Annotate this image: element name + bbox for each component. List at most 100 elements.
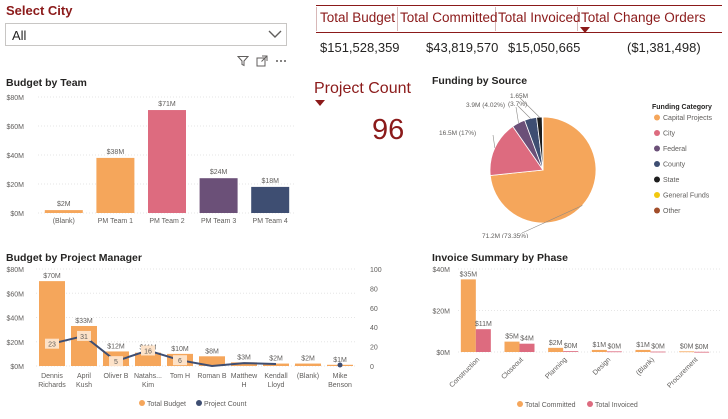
data-label: $4M: [520, 336, 534, 343]
more-options-icon[interactable]: [275, 55, 287, 67]
data-label: 16.5M (17%): [439, 130, 476, 137]
data-label: $18M: [261, 178, 279, 185]
data-label-box: [173, 355, 187, 366]
leader-line: [519, 97, 540, 118]
data-label: 5: [114, 359, 118, 366]
data-label: $35M: [460, 271, 478, 278]
data-label: 23: [48, 342, 56, 349]
y-tick-label: $0M: [10, 364, 24, 371]
kpi-separator: [397, 7, 398, 31]
select-city-title: Select City: [6, 3, 73, 18]
data-label: 31: [80, 334, 88, 341]
funding-by-source-title: Funding by Source: [432, 75, 528, 87]
data-label: 16: [144, 348, 152, 355]
kpi-separator: [495, 7, 496, 31]
y2-tick-label: 80: [370, 286, 378, 293]
legend-title: Funding Category: [652, 104, 712, 111]
x-tick-label: Kim: [142, 382, 154, 389]
x-tick-label: April: [77, 373, 91, 380]
chevron-down-icon[interactable]: [267, 25, 283, 43]
data-label-box: [109, 356, 123, 367]
x-tick-label: Procurement: [666, 356, 699, 389]
x-tick-label: Richards: [38, 382, 66, 389]
bar: [39, 281, 65, 366]
data-label: $24M: [210, 169, 228, 176]
kpi-header-total-change-orders[interactable]: Total Change Orders: [581, 10, 706, 25]
x-tick-label: H: [241, 382, 246, 389]
data-label: $33M: [75, 318, 93, 325]
data-label-box: [77, 330, 91, 341]
legend-item: Project Count: [204, 401, 246, 408]
y-tick-label: $0M: [10, 211, 24, 218]
data-label: $0M: [680, 343, 694, 350]
data-label: $0M: [651, 344, 665, 351]
legend-marker: [517, 401, 523, 407]
data-label: $8M: [205, 348, 219, 355]
bar: [263, 363, 289, 366]
leader-line: [517, 105, 531, 119]
data-label-box: [141, 345, 155, 356]
data-label: $12M: [107, 343, 125, 350]
x-tick-label: (Blank): [635, 356, 656, 377]
legend-item: City: [663, 131, 676, 138]
kpi-header-total-budget[interactable]: Total Budget: [320, 10, 396, 25]
data-label: $11M: [475, 321, 492, 328]
x-tick-label: Mike: [333, 373, 348, 380]
legend-marker: [654, 114, 660, 121]
y-tick-label: $80M: [6, 95, 24, 102]
data-label: 3.9M (4.02%): [466, 102, 505, 109]
x-tick-label: Matthew: [231, 373, 258, 380]
kpi-header-total-invoiced[interactable]: Total Invoiced: [498, 10, 581, 25]
project-count-value: 96: [372, 114, 405, 146]
data-label: 6: [178, 358, 182, 365]
y-tick-label: $20M: [432, 309, 450, 316]
kpi-separator: [316, 7, 317, 31]
data-label: $1M: [636, 342, 650, 349]
x-tick-label: Oliver B: [104, 373, 129, 380]
kpi-separator: [577, 7, 578, 31]
budget-by-pm-title: Budget by Project Manager: [6, 252, 142, 264]
funding-by-source-chart: 71.2M (73.35%) 16.5M (17%) 3.9M (4.02%) (3.…: [439, 93, 713, 238]
bar: [591, 349, 607, 352]
y-tick-label: $60M: [6, 124, 24, 131]
kpi-value-total-invoiced: $15,050,665: [508, 40, 581, 55]
y-tick-label: $40M: [6, 316, 24, 323]
y-tick-label: $60M: [6, 291, 24, 298]
bar: [44, 210, 83, 213]
y-tick-label: $40M: [6, 153, 24, 160]
sort-descending-icon: [580, 27, 590, 33]
legend-item: Total Invoiced: [595, 402, 638, 409]
city-dropdown[interactable]: All: [5, 23, 287, 46]
focus-mode-icon[interactable]: [256, 55, 268, 67]
card-marker-icon: [315, 100, 325, 106]
legend-marker: [654, 207, 660, 214]
y2-tick-label: 60: [370, 306, 378, 313]
data-label: $0M: [695, 344, 709, 351]
bar: [199, 356, 225, 366]
data-label: $2M: [57, 201, 71, 208]
data-label: $70M: [43, 273, 61, 280]
bar: [548, 347, 564, 352]
legend-item: County: [663, 162, 686, 169]
invoice-summary-title: Invoice Summary by Phase: [432, 252, 568, 264]
bar: [96, 157, 135, 213]
data-label: $3M: [237, 354, 251, 361]
x-tick-label: (Blank): [53, 218, 75, 225]
bar: [504, 341, 520, 352]
budget-by-pm-chart: $0M $20M $40M $60M $80M 0 20 40 60 80 100 $70M Denni…: [6, 267, 381, 408]
legend-item: General Funds: [663, 193, 710, 200]
x-tick-label: Planning: [544, 356, 568, 380]
filter-icon[interactable]: [237, 55, 249, 67]
bar: [199, 178, 238, 213]
bar: [135, 352, 161, 366]
data-label: $10M: [171, 346, 189, 353]
kpi-top-border: [316, 5, 722, 6]
y-tick-label: $20M: [6, 182, 24, 189]
kpi-header-total-committed[interactable]: Total Committed: [400, 10, 498, 25]
x-tick-label: Design: [592, 356, 612, 376]
x-tick-label: Kendall: [264, 373, 288, 380]
bar: [251, 186, 290, 213]
leader-line: [521, 205, 583, 234]
data-label: $2M: [301, 356, 315, 363]
legend-marker: [587, 401, 593, 407]
